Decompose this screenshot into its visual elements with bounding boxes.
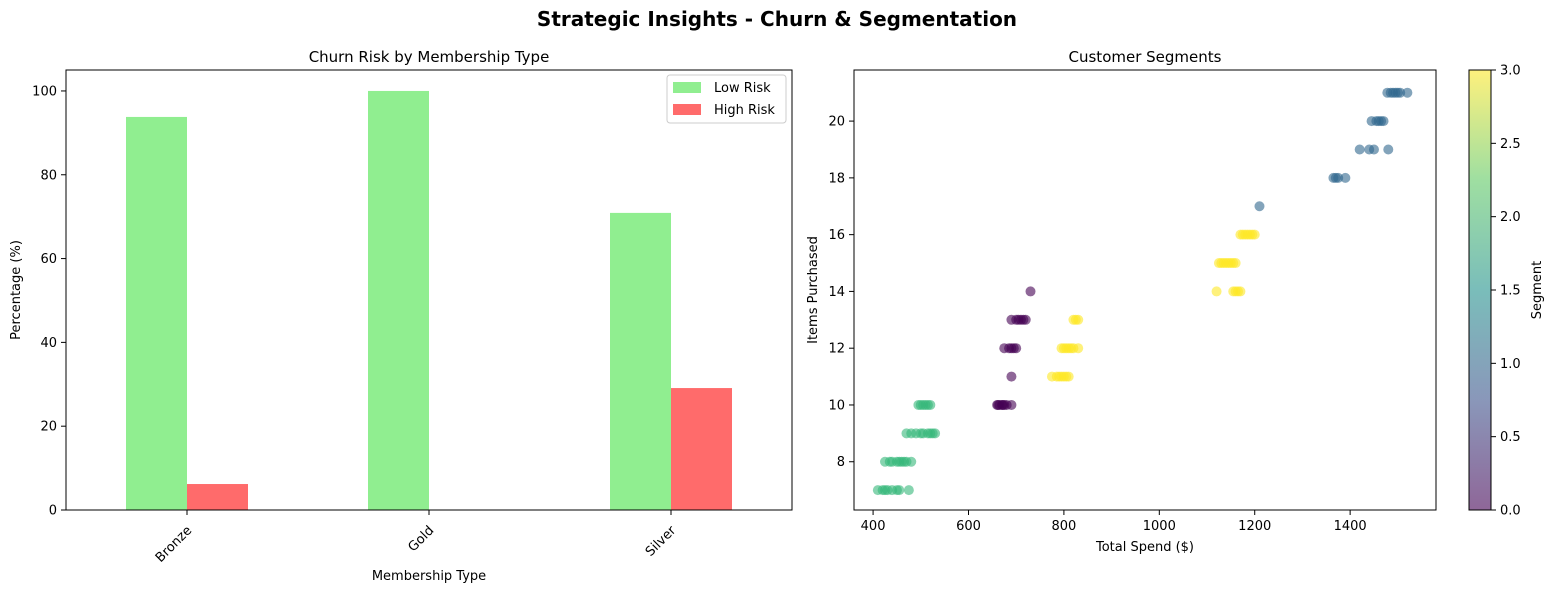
scatter-x-tick-label: 1000 (1143, 519, 1176, 534)
colorbar-tick-label: 0.5 (1500, 430, 1521, 445)
bar-low-risk-gold (368, 90, 429, 510)
bar-high-risk-bronze (187, 484, 248, 510)
customer-segments-scatter-chart: Customer Segments 8 10 12 14 16 18 20 400 600 80… (806, 48, 1437, 555)
scatter-x-axis-label: Total Spend ($) (1095, 540, 1194, 555)
colorbar-tick-label: 1.5 (1500, 284, 1521, 299)
scatter-point-segment-3 (1230, 258, 1241, 269)
scatter-point-segment-0 (1006, 371, 1017, 382)
bar-y-tick-label: 80 (40, 168, 57, 183)
scatter-x-ticks: 400 600 800 1000 1200 1400 (861, 510, 1367, 534)
scatter-point-segment-2 (906, 456, 917, 467)
bar-low-risk-bronze (126, 116, 187, 510)
bar-x-tick-label: Gold (405, 523, 437, 555)
figure-title: Strategic Insights - Churn & Segmentatio… (537, 7, 1017, 31)
bar-y-tick-label: 60 (40, 252, 57, 267)
colorbar-tick-label: 1.0 (1500, 357, 1521, 372)
scatter-y-tick-label: 8 (837, 455, 845, 470)
scatter-point-segment-2 (894, 485, 905, 496)
scatter-x-tick-label: 400 (861, 519, 886, 534)
colorbar-tick-label: 0.0 (1500, 504, 1521, 519)
scatter-x-tick-label: 1400 (1334, 519, 1367, 534)
scatter-point-segment-1 (1395, 87, 1406, 98)
colorbar-tick-label: 2.0 (1500, 210, 1521, 225)
colorbar-gradient (1468, 69, 1492, 511)
scatter-points (872, 87, 1413, 496)
colorbar-tick-label: 3.0 (1500, 64, 1521, 79)
scatter-y-tick-label: 10 (828, 398, 845, 413)
scatter-y-tick-label: 18 (828, 171, 845, 186)
scatter-point-segment-3 (1063, 371, 1074, 382)
scatter-plot-frame (853, 69, 1437, 511)
scatter-point-segment-3 (1073, 343, 1084, 354)
scatter-point-segment-0 (999, 343, 1010, 354)
segment-colorbar: 0.0 0.5 1.0 1.5 2.0 2.5 3.0 Segment (1468, 64, 1545, 519)
bar-x-tick-label: Silver (643, 523, 680, 560)
legend-swatch-high-risk (673, 104, 701, 115)
scatter-y-axis-label: Items Purchased (806, 236, 821, 344)
colorbar-tick-label: 2.5 (1500, 137, 1521, 152)
scatter-chart-title: Customer Segments (1069, 48, 1222, 66)
bar-y-tick-label: 100 (32, 84, 57, 99)
bar-y-axis-label: Percentage (%) (9, 240, 24, 340)
scatter-point-segment-1 (1378, 116, 1389, 127)
scatter-y-tick-label: 12 (828, 342, 845, 357)
scatter-point-segment-1 (1402, 87, 1413, 98)
bar-plot-frame (65, 69, 793, 511)
scatter-point-segment-1 (1340, 172, 1351, 183)
scatter-point-segment-2 (903, 485, 914, 496)
bar-x-ticks: Bronze Gold Silver (153, 510, 680, 566)
scatter-point-segment-3 (1073, 314, 1084, 325)
bar-x-axis-label: Membership Type (372, 569, 486, 584)
scatter-point-segment-1 (1383, 144, 1394, 155)
scatter-point-segment-0 (1020, 314, 1031, 325)
scatter-x-tick-label: 1200 (1238, 519, 1271, 534)
churn-risk-bar-chart: Churn Risk by Membership Type 0 20 40 60 80 1… (9, 48, 793, 584)
bar-chart-title: Churn Risk by Membership Type (309, 48, 550, 66)
scatter-point-segment-3 (1235, 286, 1246, 297)
colorbar-label: Segment (1530, 261, 1545, 320)
bar-marks (126, 90, 732, 510)
legend-label-low-risk: Low Risk (714, 81, 771, 96)
scatter-y-tick-label: 16 (828, 228, 845, 243)
bar-legend: Low Risk High Risk (666, 74, 787, 124)
bar-y-tick-label: 40 (40, 336, 57, 351)
scatter-point-segment-3 (1211, 286, 1222, 297)
scatter-point-segment-1 (1254, 201, 1265, 212)
scatter-point-segment-2 (925, 399, 936, 410)
scatter-point-segment-2 (930, 428, 941, 439)
scatter-point-segment-0 (1025, 286, 1036, 297)
scatter-x-tick-label: 600 (956, 519, 981, 534)
scatter-point-segment-1 (1354, 144, 1365, 155)
scatter-y-ticks: 8 10 12 14 16 18 20 (828, 115, 854, 470)
scatter-y-tick-label: 20 (828, 115, 845, 130)
scatter-x-tick-label: 800 (1051, 519, 1076, 534)
legend-swatch-low-risk (673, 82, 701, 93)
scatter-point-segment-1 (1333, 172, 1344, 183)
scatter-point-segment-1 (1368, 144, 1379, 155)
colorbar-ticks: 0.0 0.5 1.0 1.5 2.0 2.5 3.0 (1491, 64, 1521, 519)
scatter-point-segment-0 (997, 399, 1008, 410)
scatter-y-tick-label: 14 (828, 285, 845, 300)
bar-x-tick-label: Bronze (153, 523, 195, 565)
scatter-point-segment-0 (1006, 399, 1017, 410)
bar-y-tick-label: 0 (49, 504, 57, 519)
bar-y-ticks: 0 20 40 60 80 100 (32, 84, 66, 519)
scatter-point-segment-3 (1249, 229, 1260, 240)
bar-y-tick-label: 20 (40, 420, 57, 435)
bar-high-risk-silver (671, 388, 732, 510)
bar-low-risk-silver (610, 212, 671, 510)
legend-label-high-risk: High Risk (714, 103, 775, 118)
scatter-point-segment-0 (1011, 343, 1022, 354)
